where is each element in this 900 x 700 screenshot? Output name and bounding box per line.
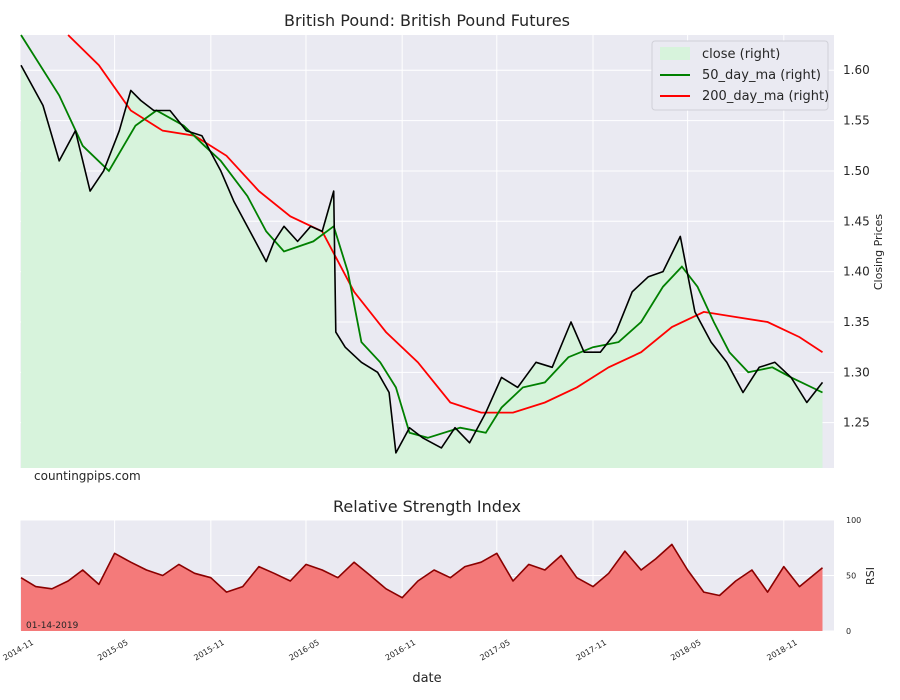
close-area [21, 65, 823, 468]
legend-frame [651, 40, 829, 111]
price-y-axis-label: Closing Prices [872, 214, 885, 291]
close-line [20, 64, 824, 454]
x-tick-label: 2017-05 [478, 638, 511, 663]
rsi-y-tick-label: 100 [846, 516, 861, 525]
rsi-y-tick-labels: 0 50 100 [846, 516, 861, 636]
price-y-tick-label: 1.30 [843, 365, 870, 379]
legend-close-label: close (right) [702, 47, 780, 62]
price-y-tick-label: 1.35 [843, 315, 870, 329]
rsi-chart: 0 50 100 2014-11 2015-05 2015-11 2016-05 2016-… [2, 497, 877, 686]
price-y-tick-label: 1.50 [843, 164, 870, 178]
rsi-chart-title: Relative Strength Index [333, 497, 521, 516]
x-tick-label: 2018-05 [669, 638, 702, 663]
x-axis-label: date [412, 671, 441, 686]
rsi-series-group [20, 543, 824, 631]
x-tick-label: 2016-05 [288, 638, 321, 663]
price-y-tick-label: 1.40 [843, 265, 870, 279]
rsi-area [21, 544, 823, 631]
x-tick-label: 2016-11 [384, 638, 417, 663]
x-tick-label: 2014-11 [2, 638, 35, 663]
rsi-y-tick-label: 50 [846, 572, 856, 581]
price-y-tick-label: 1.45 [843, 214, 870, 228]
legend-200ma-label: 200_day_ma (right) [702, 89, 829, 104]
rsi-line [20, 543, 824, 599]
legend-close-swatch [660, 47, 690, 60]
price-y-tick-labels: 1.25 1.30 1.35 1.40 1.45 1.50 1.55 1.60 [843, 63, 870, 429]
watermark-text: countingpips.com [34, 469, 141, 483]
x-tick-label: 2015-05 [96, 638, 129, 663]
x-tick-label: 2015-11 [192, 638, 225, 663]
rsi-last-date-label: 01-14-2019 [26, 621, 79, 631]
x-tick-label: 2018-11 [765, 638, 798, 663]
price-chart-title: British Pound: British Pound Futures [284, 11, 570, 30]
price-legend: close (right) 50_day_ma (right) 200_day_… [651, 40, 829, 111]
rsi-y-axis-label: RSI [864, 567, 877, 585]
rsi-x-tick-labels: 2014-11 2015-05 2015-11 2016-05 2016-11 2017-… [2, 638, 799, 663]
price-y-tick-label: 1.55 [843, 114, 870, 128]
price-chart: 1.25 1.30 1.35 1.40 1.45 1.50 1.55 1.60 British… [19, 11, 885, 483]
legend-50ma-label: 50_day_ma (right) [702, 68, 821, 83]
rsi-y-tick-label: 0 [846, 627, 851, 636]
price-series-group [20, 34, 824, 468]
price-y-tick-label: 1.60 [843, 63, 870, 77]
price-y-tick-label: 1.25 [843, 416, 870, 430]
x-tick-label: 2017-11 [575, 638, 608, 663]
